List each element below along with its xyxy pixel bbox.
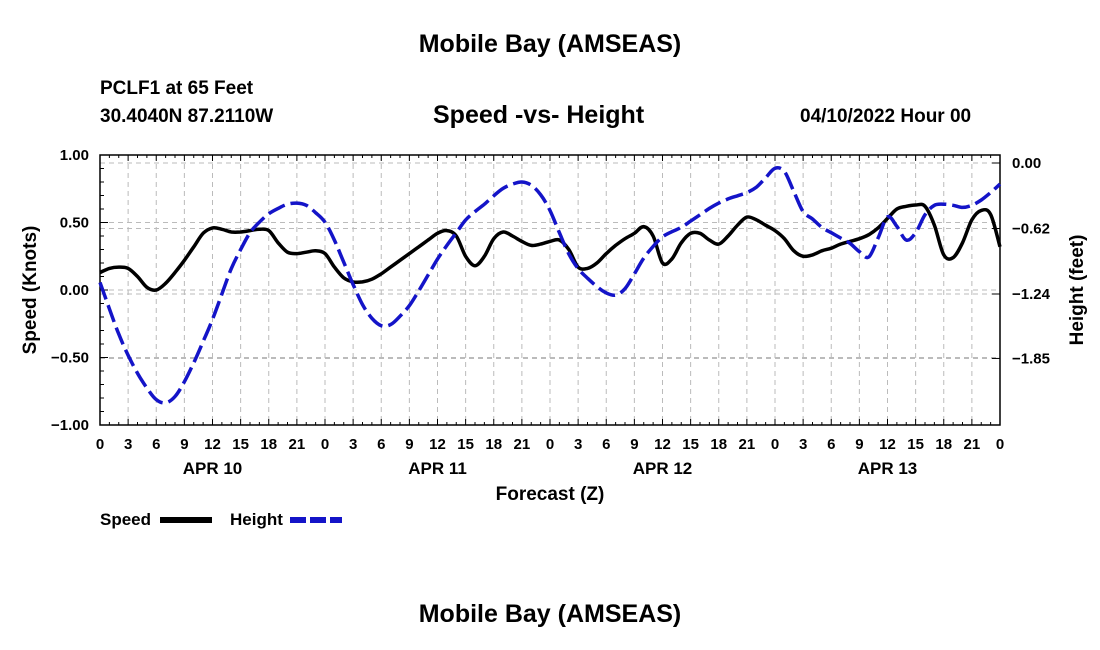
legend-height-label: Height xyxy=(230,510,283,529)
day-label: APR 12 xyxy=(633,459,693,478)
day-label: APR 13 xyxy=(858,459,918,478)
legend: Speed Height xyxy=(100,510,342,529)
axis-ticks xyxy=(99,154,1001,426)
x-tick-label: 15 xyxy=(457,436,474,453)
y-tick-label: 0.00 xyxy=(60,282,89,299)
y-tick-label: 1.00 xyxy=(60,147,89,164)
x-tick-label: 21 xyxy=(964,436,981,453)
x-tick-label: 6 xyxy=(827,436,835,453)
x-tick-label: 0 xyxy=(771,436,779,453)
x-tick-label: 6 xyxy=(377,436,385,453)
x-tick-label: 3 xyxy=(574,436,582,453)
x-tick-label: 9 xyxy=(405,436,413,453)
x-tick-label: 6 xyxy=(152,436,160,453)
y2-tick-label: −0.62 xyxy=(1012,221,1050,238)
y-tick-label: −1.00 xyxy=(51,417,89,434)
coordinates-label: 30.4040N 87.2110W xyxy=(100,106,274,127)
series-lines xyxy=(98,166,1002,405)
y-axis-title: Speed (Knots) xyxy=(20,226,41,355)
chart-subtitle: Speed -vs- Height xyxy=(433,101,645,129)
x-tick-label: 21 xyxy=(514,436,531,453)
y2-tick-label: −1.24 xyxy=(1012,286,1051,303)
x-tick-label: 9 xyxy=(180,436,188,453)
legend-speed-label: Speed xyxy=(100,510,151,529)
grid-lines xyxy=(100,155,1000,425)
chart-title: Mobile Bay (AMSEAS) xyxy=(418,30,682,58)
x-tick-label: 15 xyxy=(232,436,249,453)
height-series-line xyxy=(98,166,1002,405)
x-tick-label: 18 xyxy=(485,436,502,453)
axis-labels: 0 3 6 9 12 15 18 21 0 3 6 9 12 15 18 21 0 3 6 9 12 15 18 21 0 3 6 9… xyxy=(51,147,1051,478)
x-tick-label: 3 xyxy=(349,436,357,453)
x-tick-label: 3 xyxy=(799,436,807,453)
y-tick-label: 0.50 xyxy=(60,215,89,232)
x-tick-label: 18 xyxy=(710,436,727,453)
x-tick-label: 0 xyxy=(546,436,554,453)
day-label: APR 10 xyxy=(183,459,243,478)
y-tick-label: −0.50 xyxy=(51,350,89,367)
forecast-datetime: 04/10/2022 Hour 00 xyxy=(800,106,972,127)
y2-tick-label: 0.00 xyxy=(1012,155,1041,172)
x-tick-label: 15 xyxy=(907,436,924,453)
x-tick-label: 12 xyxy=(204,436,221,453)
x-tick-label: 12 xyxy=(879,436,896,453)
x-tick-label: 0 xyxy=(96,436,104,453)
x-tick-label: 6 xyxy=(602,436,610,453)
x-tick-label: 21 xyxy=(739,436,756,453)
x-tick-label: 18 xyxy=(935,436,952,453)
x-tick-label: 21 xyxy=(289,436,306,453)
x-axis-title: Forecast (Z) xyxy=(496,484,605,505)
x-tick-label: 18 xyxy=(260,436,277,453)
y2-tick-label: −1.85 xyxy=(1012,350,1050,367)
footer-title: Mobile Bay (AMSEAS) xyxy=(418,600,682,628)
station-label: PCLF1 at 65 Feet xyxy=(100,78,254,99)
y2-axis-title: Height (feet) xyxy=(1067,235,1088,346)
x-tick-label: 12 xyxy=(654,436,671,453)
x-tick-label: 0 xyxy=(996,436,1004,453)
x-tick-label: 12 xyxy=(429,436,446,453)
x-tick-label: 15 xyxy=(682,436,699,453)
x-tick-label: 0 xyxy=(321,436,329,453)
x-tick-label: 3 xyxy=(124,436,132,453)
x-tick-label: 9 xyxy=(855,436,863,453)
day-label: APR 11 xyxy=(408,459,467,478)
x-tick-label: 9 xyxy=(630,436,638,453)
